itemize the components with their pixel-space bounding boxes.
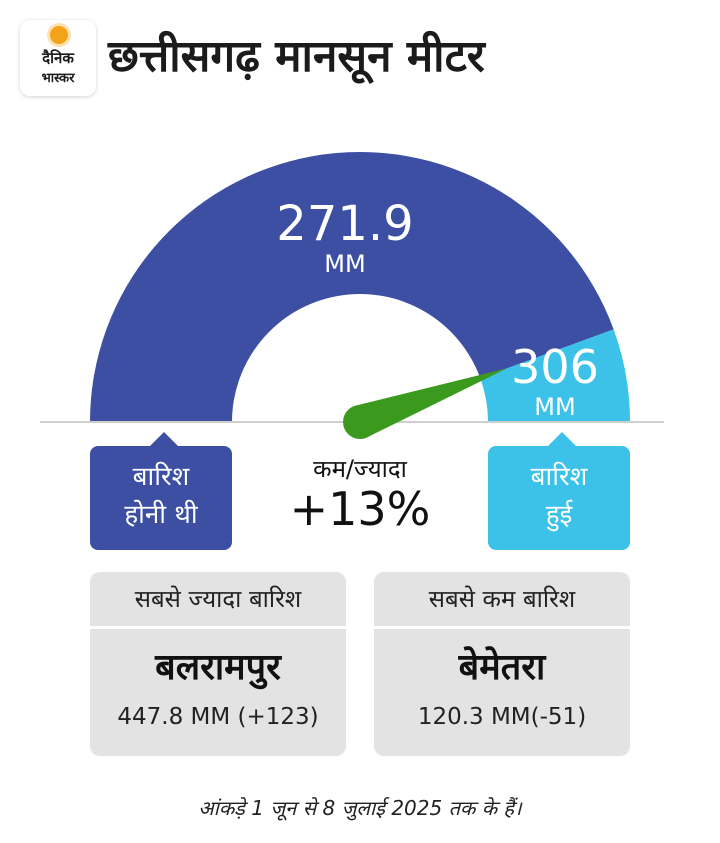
gauge-arc-planned — [90, 151, 614, 422]
actual-rainfall-box: बारिश हुई — [488, 446, 630, 550]
needle-blade — [354, 368, 508, 438]
actual-rainfall-value: 306 — [511, 340, 599, 394]
difference-label: कम/ज्यादा — [313, 455, 407, 483]
min-rainfall-heading: सबसे कम बारिश — [374, 572, 630, 629]
planned-rainfall-unit: MM — [324, 250, 366, 278]
logo-line-2: भास्कर — [41, 71, 75, 86]
actual-pointer — [548, 432, 576, 446]
planned-label-line-1: बारिश — [132, 462, 190, 492]
planned-rainfall-box: बारिश होनी थी — [90, 446, 232, 550]
gauge-arc-actual — [480, 329, 630, 422]
max-rainfall-value: 447.8 MM (+123) — [117, 704, 319, 730]
max-rainfall-card: सबसे ज्यादा बारिश बलरामपुर 447.8 MM (+12… — [90, 572, 346, 756]
actual-label-line-1: बारिश — [530, 462, 588, 492]
data-period-footnote: आंकड़े 1 जून से 8 जुलाई 2025 तक के हैं। — [198, 796, 522, 820]
needle-hub — [343, 405, 377, 439]
planned-pointer — [150, 432, 178, 446]
dainik-bhaskar-logo: दैनिक भास्कर — [20, 20, 96, 96]
actual-label-line-2: हुई — [545, 500, 573, 530]
planned-label-line-2: होनी थी — [124, 500, 198, 530]
max-rainfall-district: बलरामपुर — [155, 647, 281, 688]
logo-line-1: दैनिक — [42, 49, 74, 67]
difference-value: +13% — [289, 482, 431, 536]
sun-icon — [50, 26, 68, 44]
page-title: छत्तीसगढ़ मानसून मीटर — [108, 31, 485, 82]
min-rainfall-district: बेमेतरा — [458, 647, 546, 688]
min-rainfall-card: सबसे कम बारिश बेमेतरा 120.3 MM(-51) — [374, 572, 630, 756]
actual-rainfall-unit: MM — [534, 393, 576, 421]
min-rainfall-value: 120.3 MM(-51) — [417, 704, 587, 730]
gauge-needle — [343, 368, 508, 439]
max-rainfall-heading: सबसे ज्यादा बारिश — [90, 572, 346, 629]
planned-rainfall-value: 271.9 — [276, 196, 414, 252]
